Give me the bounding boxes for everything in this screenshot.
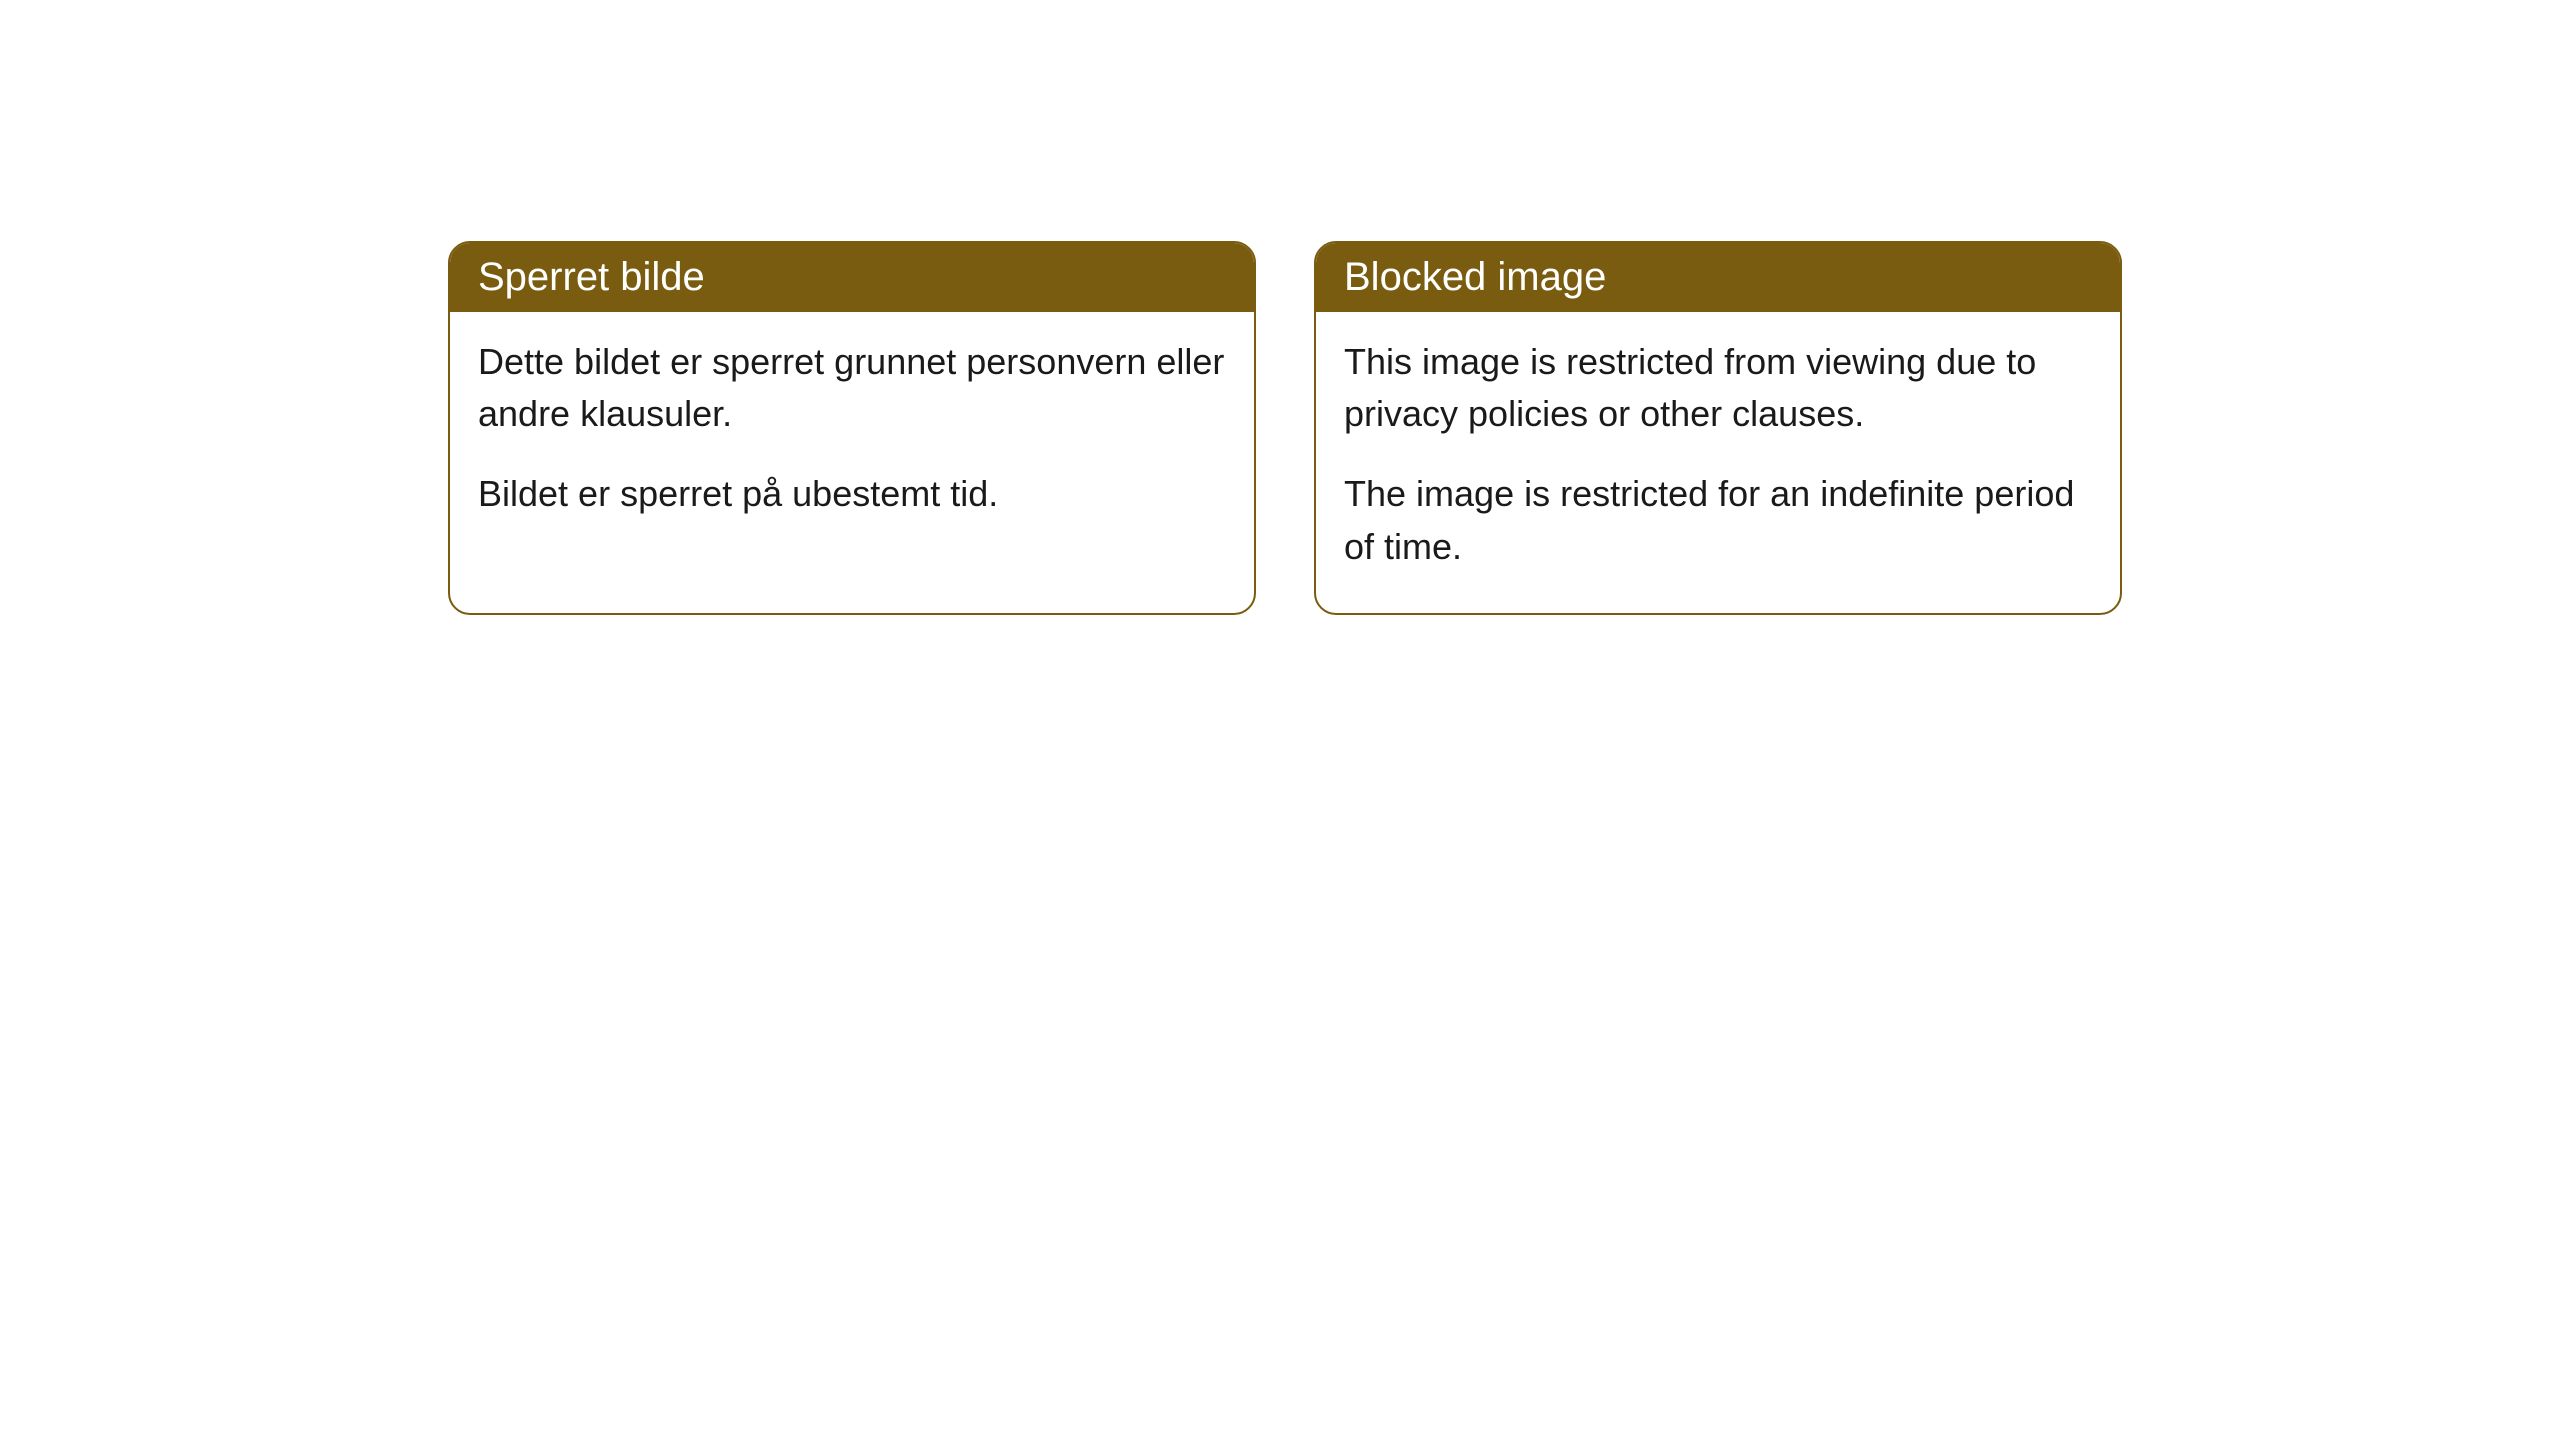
notice-card-norwegian: Sperret bilde Dette bildet er sperret gr… — [448, 241, 1256, 615]
notice-card-english: Blocked image This image is restricted f… — [1314, 241, 2122, 615]
card-body: Dette bildet er sperret grunnet personve… — [450, 312, 1254, 561]
card-paragraph: Bildet er sperret på ubestemt tid. — [478, 468, 1226, 520]
card-paragraph: Dette bildet er sperret grunnet personve… — [478, 336, 1226, 440]
notice-cards-container: Sperret bilde Dette bildet er sperret gr… — [448, 241, 2122, 615]
card-header: Sperret bilde — [450, 243, 1254, 312]
card-title: Sperret bilde — [478, 255, 705, 299]
card-header: Blocked image — [1316, 243, 2120, 312]
card-paragraph: This image is restricted from viewing du… — [1344, 336, 2092, 440]
card-paragraph: The image is restricted for an indefinit… — [1344, 468, 2092, 572]
card-title: Blocked image — [1344, 255, 1606, 299]
card-body: This image is restricted from viewing du… — [1316, 312, 2120, 613]
